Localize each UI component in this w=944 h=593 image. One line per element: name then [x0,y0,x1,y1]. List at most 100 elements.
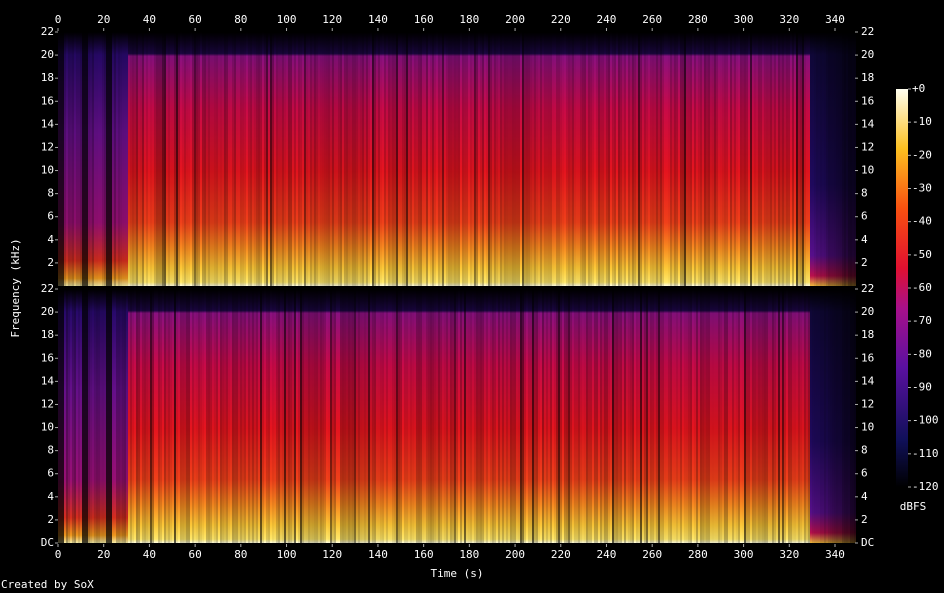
spectrum-shade [428,289,430,543]
spectrum-shade [646,32,648,286]
spectrum-shade [374,32,376,286]
spectrum-shade [310,289,312,543]
spectrum-column [196,32,198,286]
spectrum-column [540,32,542,286]
spectrum-column [452,32,454,286]
spectrum-column [526,289,528,543]
spectrum-column [682,32,684,286]
spectrum-column [332,289,334,543]
spectrum-shade [674,32,676,286]
spectrum-shade [208,289,210,543]
spectrum-shade [596,32,598,286]
spectrum-shade [414,289,416,543]
spectrum-column [780,289,782,543]
spectrum-column [348,32,350,286]
spectrum-shade [234,32,236,286]
spectrum-shade [464,289,466,543]
spectrum-column [620,289,622,543]
spectrum-shade [124,289,126,543]
spectrum-column [480,289,482,543]
spectrum-column [286,289,288,543]
spectrum-column [368,32,370,286]
spectrum-shade [192,32,194,286]
spectrum-shade [94,289,96,543]
spectrum-shade [276,32,278,286]
spectrum-shade [88,32,90,286]
spectrum-shade [684,289,686,543]
spectrum-column [538,32,540,286]
spectrum-shade [108,32,110,286]
spectrum-column [180,289,182,543]
spectrum-column [210,289,212,543]
spectrum-shade [120,32,122,286]
spectrum-shade [350,32,352,286]
spectrum-shade [740,32,742,286]
spectrum-shade [520,289,522,543]
spectrum-column [320,289,322,543]
spectrum-shade [110,32,112,286]
spectrum-shade [358,289,360,543]
spectrum-column [508,32,510,286]
spectrum-shade [188,32,190,286]
spectrum-shade [198,289,200,543]
spectrum-column [726,32,728,286]
spectrum-shade [364,32,366,286]
spectrum-shade [66,32,68,286]
spectrum-column [306,32,308,286]
spectrum-column [192,32,194,286]
spectrum-column [698,32,700,286]
spectrum-shade [378,32,380,286]
spectrum-column [534,32,536,286]
spectrum-shade [840,289,842,543]
spectrum-shade [474,289,476,543]
spectrum-column [358,289,360,543]
spectrum-shade [602,32,604,286]
spectrum-shade [400,32,402,286]
spectrum-column [748,32,750,286]
spectrum-column [238,32,240,286]
spectrum-column [794,32,796,286]
spectrum-column [140,32,142,286]
spectrum-column [532,32,534,286]
spectrum-column [716,289,718,543]
spectrum-shade [792,32,794,286]
spectrum-shade [500,289,502,543]
spectrum-shade [432,32,434,286]
spectrum-column [658,32,660,286]
spectrum-shade [498,289,500,543]
spectrum-column [772,289,774,543]
spectrum-shade [130,32,132,286]
spectrum-shade [302,289,304,543]
spectrum-shade [760,289,762,543]
spectrum-column [740,32,742,286]
spectrum-column [616,32,618,286]
spectrum-column [494,289,496,543]
y-tick-label: 2 [47,513,54,526]
spectrum-column [794,289,796,543]
spectrum-shade [80,32,82,286]
spectrum-shade [646,289,648,543]
spectrum-shade [726,32,728,286]
spectrum-shade [662,289,664,543]
spectrum-column [616,289,618,543]
spectrum-shade [328,289,330,543]
spectrum-column [344,32,346,286]
spectrum-column [302,289,304,543]
spectrum-shade [438,289,440,543]
spectrum-column [594,289,596,543]
spectrum-column [200,32,202,286]
spectrum-shade [148,289,150,543]
spectrum-column [466,32,468,286]
spectrum-shade [196,32,198,286]
spectrum-shade [718,32,720,286]
spectrum-shade [770,289,772,543]
spectrum-column [766,289,768,543]
spectrum-shade [172,32,174,286]
spectrum-shade [620,289,622,543]
spectrum-column [136,289,138,543]
spectrum-shade [836,32,838,286]
spectrum-column [156,32,158,286]
spectrum-column [64,289,66,543]
spectrum-shade [286,289,288,543]
spectrum-shade [768,32,770,286]
